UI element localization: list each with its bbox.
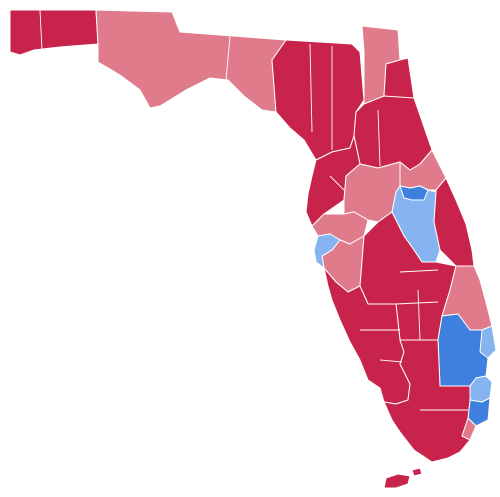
region-space-coast (433, 177, 475, 267)
region-keys (383, 473, 411, 489)
region-panhandle-central (95, 9, 287, 113)
region-keys-islet (411, 467, 423, 477)
region-orlando-core (399, 185, 429, 201)
region-northeast-north (383, 57, 415, 99)
region-tampa-bay (313, 233, 341, 269)
region-northeast-central (353, 95, 433, 171)
region-panhandle-west (9, 9, 99, 56)
county-borders (39, 9, 468, 411)
region-everglades (383, 339, 477, 463)
region-monroe-light (461, 417, 477, 441)
region-broward-coast (479, 325, 497, 359)
region-big-bend (271, 39, 365, 161)
